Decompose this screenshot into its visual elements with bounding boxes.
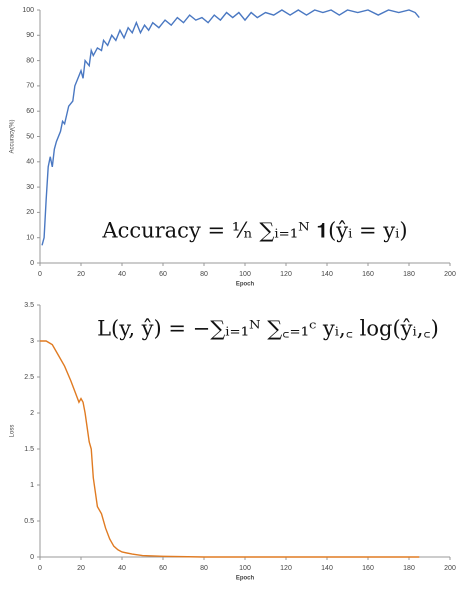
x-tick-label: 140 [321, 565, 333, 572]
formula: Accuracy = ¹⁄ₙ ∑ᵢ₌₁ᴺ 𝟏(ŷᵢ = yᵢ) [101, 219, 407, 243]
y-tick-label: 80 [26, 57, 34, 64]
x-tick-label: 200 [444, 271, 456, 278]
x-tick-label: 40 [118, 271, 126, 278]
x-axis-label: Epoch [236, 282, 255, 288]
x-tick-label: 200 [444, 565, 456, 572]
x-tick-label: 40 [118, 565, 126, 572]
y-tick-label: 70 [26, 83, 34, 90]
y-tick-label: 2 [30, 410, 34, 417]
x-tick-label: 160 [362, 271, 374, 278]
y-tick-label: 0.5 [24, 518, 34, 525]
y-tick-label: 90 [26, 32, 34, 39]
y-tick-label: 2.5 [24, 374, 34, 381]
x-tick-label: 0 [38, 271, 42, 278]
x-tick-label: 180 [403, 271, 415, 278]
y-tick-label: 3 [30, 338, 34, 345]
x-tick-label: 160 [362, 565, 374, 572]
x-tick-label: 80 [200, 271, 208, 278]
x-tick-label: 60 [159, 271, 167, 278]
y-tick-label: 1 [30, 482, 34, 489]
y-tick-label: 0 [30, 260, 34, 267]
data-line [40, 340, 420, 558]
x-tick-label: 120 [280, 271, 292, 278]
y-tick-label: 40 [26, 159, 34, 166]
y-tick-label: 10 [26, 235, 34, 242]
x-tick-label: 100 [239, 565, 251, 572]
y-tick-label: 20 [26, 209, 34, 216]
y-tick-label: 0 [30, 554, 34, 561]
formula: L(y, ŷ) = −∑ᵢ₌₁ᴺ ∑꜀₌₁ᶜ yᵢ,꜀ log(ŷᵢ,꜀) [97, 317, 439, 341]
x-tick-label: 20 [77, 565, 85, 572]
x-axis-label: Epoch [236, 576, 255, 582]
x-tick-label: 120 [280, 565, 292, 572]
y-tick-label: 30 [26, 184, 34, 191]
x-tick-label: 20 [77, 271, 85, 278]
x-tick-label: 100 [239, 271, 251, 278]
y-axis-label: Accuracy(%) [10, 119, 16, 153]
x-tick-label: 140 [321, 271, 333, 278]
y-tick-label: 100 [22, 7, 34, 14]
y-tick-label: 50 [26, 133, 34, 140]
x-tick-label: 180 [403, 565, 415, 572]
data-line [41, 9, 420, 246]
x-tick-label: 0 [38, 565, 42, 572]
y-tick-label: 1.5 [24, 446, 34, 453]
x-tick-label: 60 [159, 565, 167, 572]
x-tick-label: 80 [200, 565, 208, 572]
y-tick-label: 3.5 [24, 302, 34, 309]
y-tick-label: 60 [26, 108, 34, 115]
y-axis-label: Loss [10, 425, 16, 438]
